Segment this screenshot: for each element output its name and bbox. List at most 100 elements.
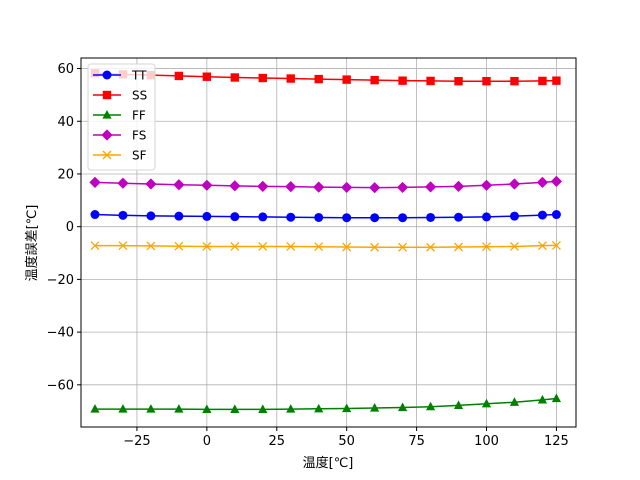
legend-item-tt: TT: [93, 69, 147, 83]
data-point-tt: [146, 211, 156, 221]
data-point-sf: [454, 242, 464, 252]
data-point-tt: [398, 213, 408, 223]
data-point-ff: [551, 393, 562, 403]
data-point-ff: [258, 404, 268, 413]
data-point-ff: [509, 397, 520, 406]
data-point-fs: [424, 181, 437, 193]
legend-marker-ss: [102, 90, 112, 100]
y-tick-label: −40: [47, 326, 74, 341]
data-point-ss: [314, 74, 323, 84]
data-point-ff: [118, 404, 128, 413]
series-fs: [89, 175, 563, 194]
data-point-sf: [537, 241, 547, 251]
data-point-sf: [230, 241, 240, 251]
data-point-sf: [398, 242, 408, 252]
data-point-tt: [202, 211, 212, 221]
legend-marker-sf: [102, 150, 112, 160]
legend-marker-fs: [101, 129, 113, 141]
legend-item-fs: FS: [93, 129, 146, 143]
data-point-sf: [202, 241, 212, 251]
data-point-fs: [397, 181, 409, 194]
data-point-fs: [285, 181, 297, 193]
legend-marker-tt: [102, 70, 112, 80]
data-point-ff: [370, 403, 380, 412]
data-point-tt: [537, 210, 547, 220]
data-point-ss: [342, 75, 351, 84]
data-point-ff: [425, 401, 436, 411]
data-point-ff: [90, 404, 100, 413]
series-line-tt: [94, 213, 557, 219]
data-point-ff: [286, 404, 296, 413]
y-tick-label: 0: [66, 220, 74, 235]
series-line-ff: [94, 397, 557, 411]
legend-item-ff: FF: [93, 109, 146, 123]
data-point-ff: [398, 402, 408, 412]
data-point-sf: [370, 242, 380, 252]
x-tick-label: 100: [474, 434, 499, 449]
legend: TT SS FF FS SF: [87, 63, 156, 171]
data-point-tt: [118, 210, 128, 220]
data-point-ss: [286, 74, 295, 83]
data-point-tt: [258, 212, 268, 222]
data-point-tt: [454, 212, 464, 222]
data-point-ff: [202, 404, 212, 413]
series-sf: [90, 240, 561, 252]
data-point-sf: [174, 241, 184, 251]
data-point-sf: [286, 241, 296, 251]
x-tick-label: 125: [544, 434, 569, 449]
data-point-ss: [482, 76, 491, 86]
data-point-ss: [258, 73, 267, 83]
y-tick-label: 60: [57, 62, 74, 77]
data-point-tt: [342, 213, 352, 223]
data-point-ss: [510, 76, 519, 86]
data-point-tt: [551, 210, 561, 220]
y-axis-label: 温度誤差[℃]: [24, 205, 40, 282]
data-point-tt: [426, 212, 436, 222]
x-tick-label: 0: [203, 434, 211, 449]
data-point-ss: [370, 75, 379, 85]
data-point-sf: [90, 241, 100, 251]
data-point-ss: [552, 76, 561, 85]
data-point-fs: [369, 182, 381, 194]
y-tick-label: −60: [47, 378, 74, 393]
data-point-tt: [286, 212, 296, 222]
data-point-tt: [509, 211, 519, 221]
data-point-sf: [342, 242, 352, 252]
data-point-fs: [313, 181, 325, 193]
data-point-ss: [398, 76, 407, 85]
data-point-sf: [118, 241, 128, 251]
legend-item-ss: SS: [93, 89, 147, 103]
series-line-sf: [94, 244, 557, 248]
data-point-fs: [229, 180, 241, 192]
data-point-ff: [314, 403, 324, 413]
series-ff: [90, 393, 562, 413]
legend-label-sf: SF: [132, 149, 147, 163]
data-point-ss: [426, 76, 435, 86]
data-point-tt: [230, 212, 240, 222]
x-tick-label: −25: [123, 434, 150, 449]
data-point-ff: [146, 404, 156, 413]
data-point-sf: [510, 241, 519, 251]
data-point-ff: [453, 400, 464, 409]
legend-label-ff: FF: [132, 109, 146, 123]
data-point-ff: [481, 398, 492, 408]
data-point-tt: [174, 211, 184, 221]
data-point-fs: [508, 178, 521, 190]
x-tick-label: 75: [408, 434, 425, 449]
data-point-fs: [480, 179, 493, 191]
data-point-fs: [536, 176, 549, 189]
grid: [81, 58, 576, 427]
data-point-ss: [202, 72, 212, 81]
ticks: −25 0 25 50 75 100 125 −60 −40 −20 0 20 40 60: [47, 62, 569, 449]
data-point-fs: [201, 179, 213, 191]
data-point-ss: [174, 71, 184, 81]
data-point-ss: [230, 73, 240, 82]
plot-background: [81, 58, 576, 427]
legend-label-fs: FS: [132, 129, 146, 143]
data-point-fs: [117, 177, 129, 189]
legend-marker-ff: [102, 110, 112, 119]
data-point-sf: [314, 242, 324, 252]
data-point-tt: [370, 213, 380, 223]
data-point-fs: [89, 176, 101, 189]
data-point-ss: [538, 76, 547, 86]
